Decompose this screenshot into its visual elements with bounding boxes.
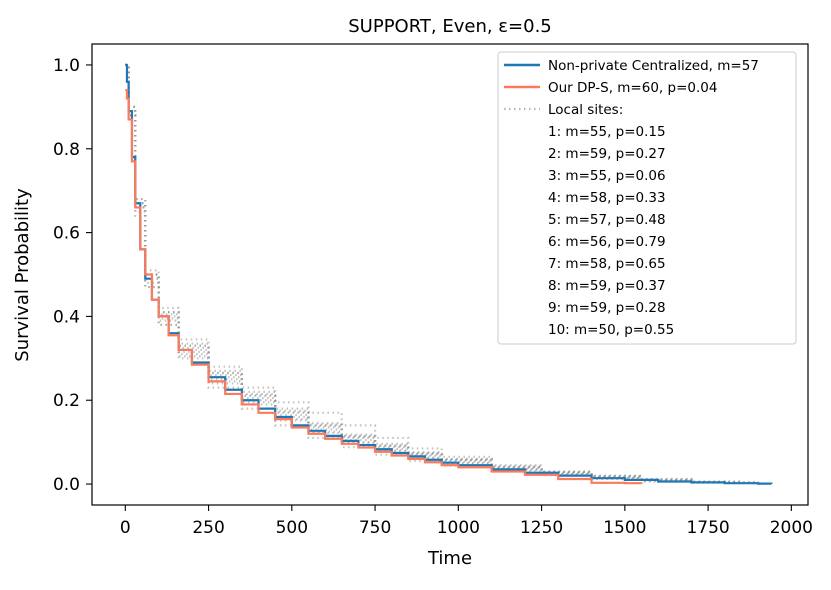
x-tick-label: 2000 [770, 518, 813, 538]
legend-entry-local-site-9: 9: m=59, p=0.28 [548, 300, 666, 316]
y-tick-label: 0.4 [53, 307, 80, 327]
x-tick-label: 750 [359, 518, 391, 538]
legend-entry-centralized: Non-private Centralized, m=57 [548, 58, 759, 74]
y-tick-label: 1.0 [53, 56, 80, 76]
y-tick-label: 0.2 [53, 391, 80, 411]
y-tick-label: 0.0 [53, 475, 80, 495]
legend-entry-local-site-6: 6: m=56, p=0.79 [548, 234, 666, 250]
legend-box [497, 51, 797, 345]
x-tick-label: 1500 [603, 518, 646, 538]
x-tick-label: 0 [120, 518, 131, 538]
legend-entry-local-site-1: 1: m=55, p=0.15 [548, 124, 666, 140]
y-tick-label: 0.8 [53, 140, 80, 160]
x-axis-ticks: 0 250 500 750 1000 1250 1500 1750 2000 [120, 505, 813, 538]
x-tick-label: 500 [276, 518, 308, 538]
main-series-lines [125, 63, 773, 485]
legend-entry-dps: Our DP-S, m=60, p=0.04 [548, 80, 717, 96]
legend-entry-local-site-8: 8: m=59, p=0.37 [548, 278, 666, 294]
y-axis-ticks: 0.0 0.2 0.4 0.6 0.8 1.0 [53, 56, 92, 495]
x-tick-label: 1000 [437, 518, 480, 538]
x-tick-label: 1250 [520, 518, 563, 538]
local-site-line-3 [125, 63, 693, 485]
legend-entry-local-site-7: 7: m=58, p=0.65 [548, 256, 666, 272]
legend-entry-local-site-4: 4: m=58, p=0.33 [548, 190, 666, 206]
y-tick-label: 0.6 [53, 224, 80, 244]
chart-title: SUPPORT, Even, ε=0.5 [348, 16, 552, 37]
dps-line [125, 89, 643, 485]
legend-entry-local-site-2: 2: m=59, p=0.27 [548, 146, 666, 162]
legend-entry-local-site-5: 5: m=57, p=0.48 [548, 212, 666, 228]
x-tick-label: 1750 [686, 518, 729, 538]
x-tick-label: 250 [192, 518, 224, 538]
plot-frame [91, 43, 809, 506]
legend-entry-local-sites: Local sites: [548, 102, 623, 118]
legend-entry-local-site-10: 10: m=50, p=0.55 [548, 322, 674, 338]
x-axis-label: Time [427, 548, 472, 569]
y-axis-label: Survival Probability [12, 188, 33, 362]
centralized-line [125, 63, 773, 485]
legend: Non-private Centralized, m=57 Our DP-S, m… [497, 51, 797, 345]
legend-entry-local-site-3: 3: m=55, p=0.06 [548, 168, 666, 184]
